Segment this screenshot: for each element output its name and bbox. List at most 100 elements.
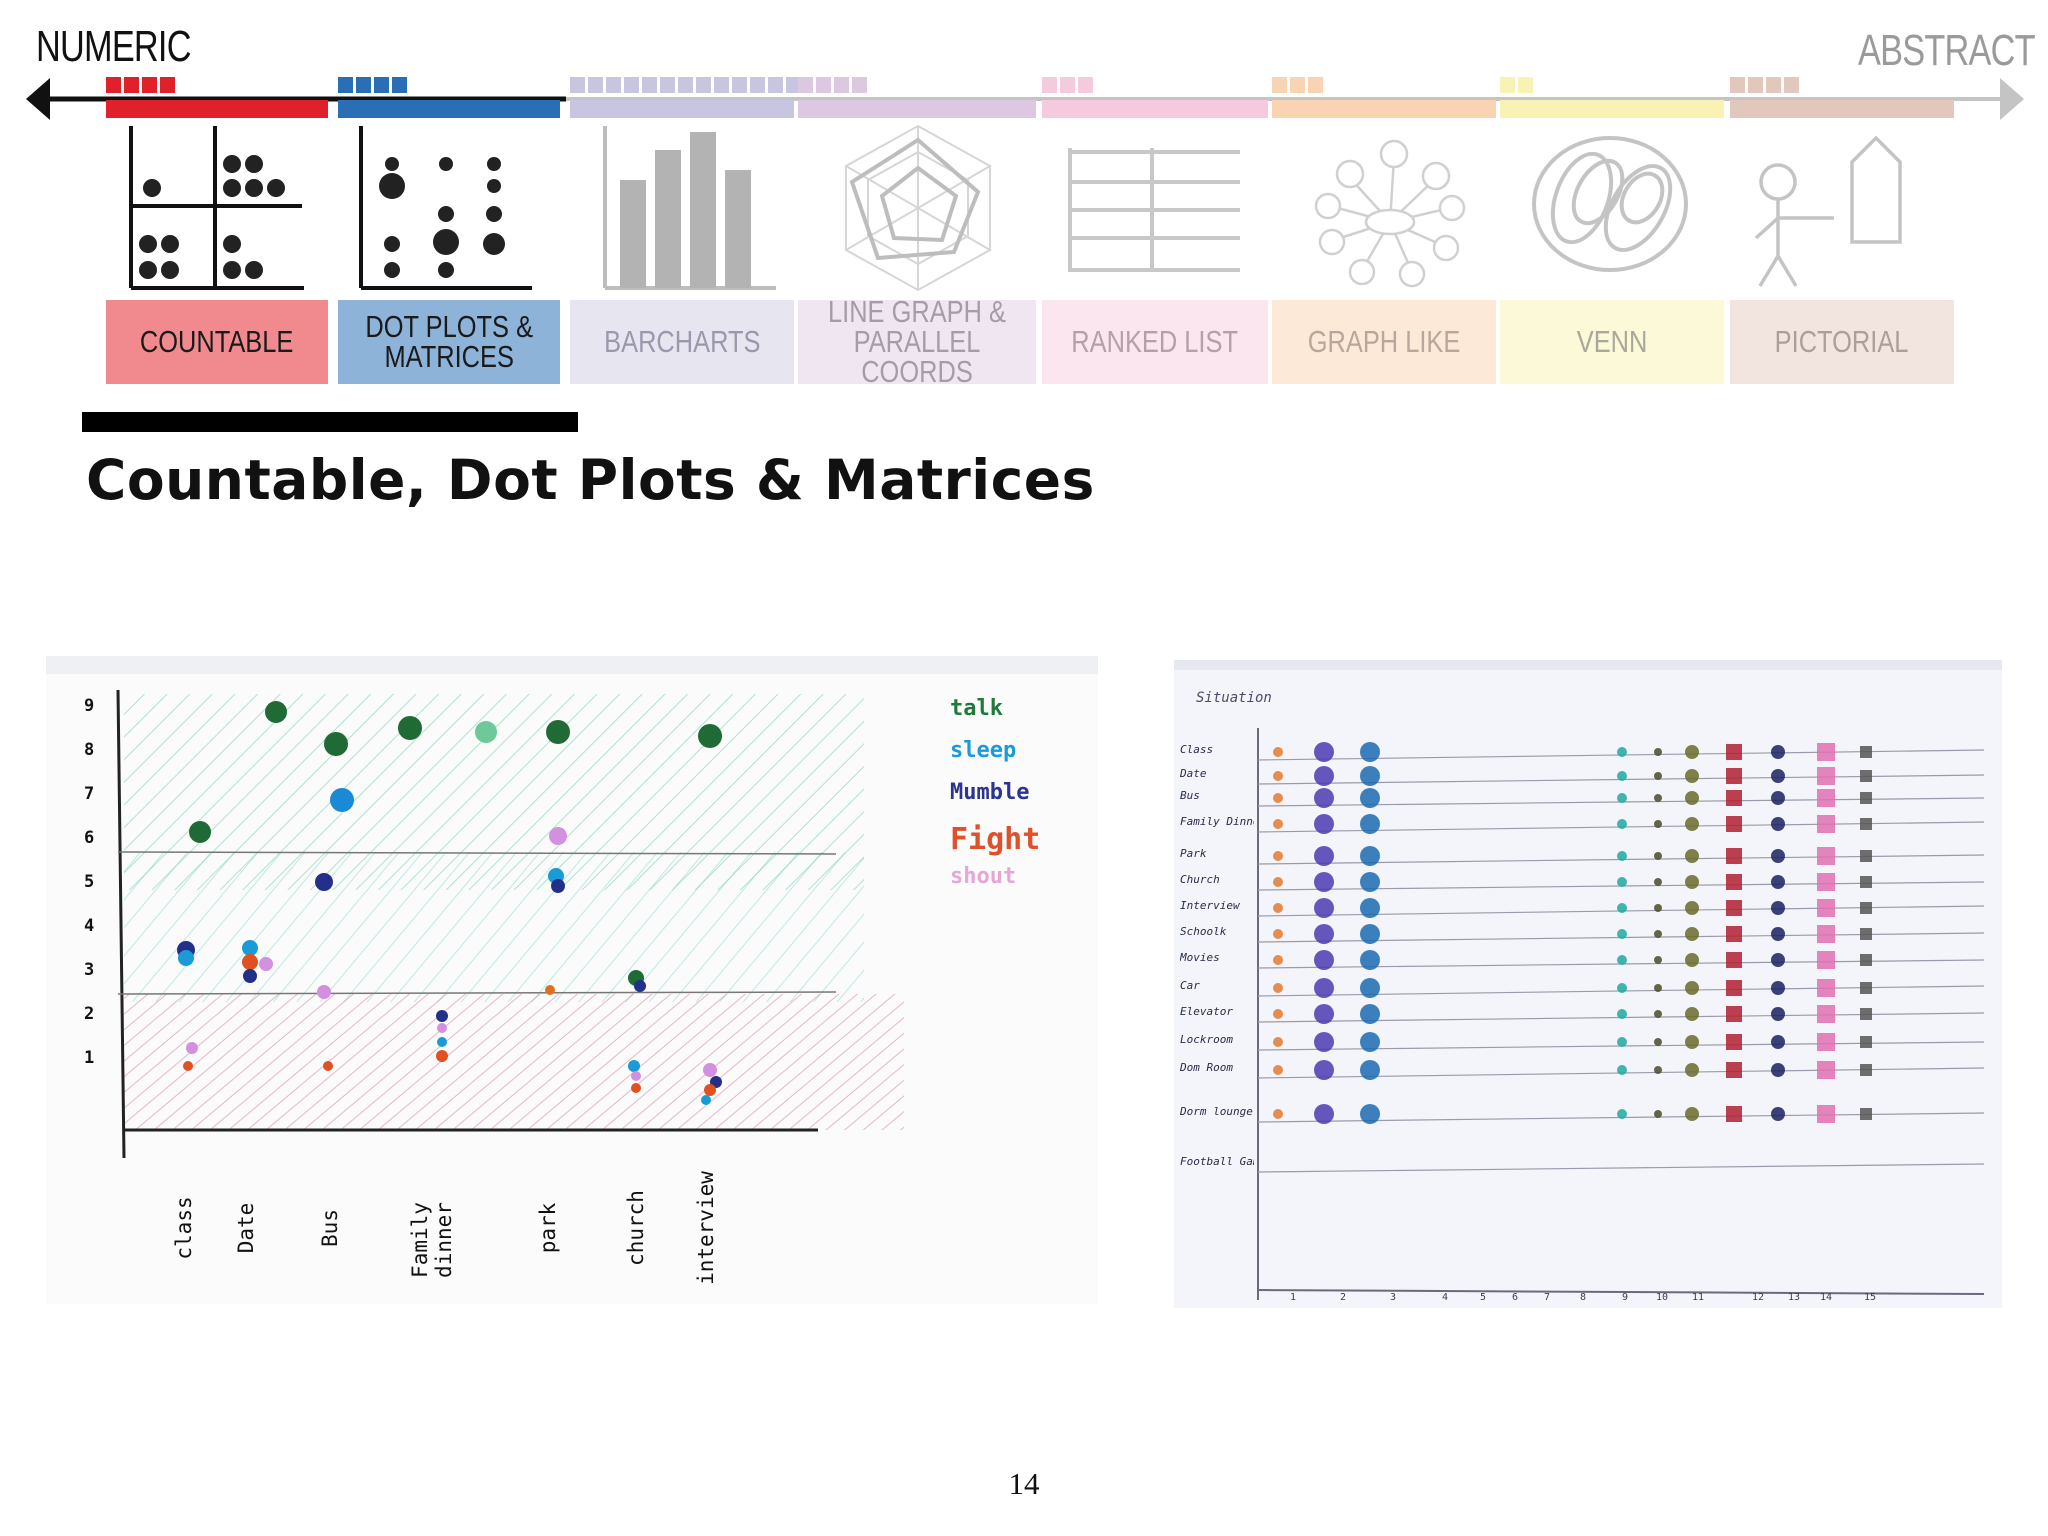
pictorial-person-house-icon: [1754, 135, 1902, 287]
matrix-cell-mark: [1360, 872, 1380, 892]
matrix-cell-mark: [1817, 1105, 1835, 1123]
x-category-label: interview: [694, 1171, 718, 1285]
category-label: BARCHARTS: [603, 324, 761, 359]
matrix-cell-mark: [1314, 846, 1334, 866]
category-count-square: [1500, 77, 1515, 93]
matrix-cell-mark: [1685, 901, 1699, 915]
matrix-cell-mark: [1273, 1037, 1283, 1047]
matrix-cell-mark: [1817, 815, 1835, 833]
matrix-cell-mark: [1617, 851, 1627, 861]
matrix-cell-mark: [1314, 814, 1334, 834]
category-count-square: [852, 77, 867, 93]
matrix-cell-mark: [1654, 1110, 1662, 1118]
legend-item: Mumble: [950, 780, 1030, 805]
matrix-cell-mark: [1314, 1004, 1334, 1024]
matrix-cell-mark: [1314, 924, 1334, 944]
matrix-cell-mark: [1654, 1066, 1662, 1074]
matrix-cell-mark: [1685, 1063, 1699, 1077]
sketch-dot: [398, 716, 422, 740]
matrix-cell-mark: [1860, 954, 1872, 966]
sketch-dot: [551, 879, 565, 893]
matrix-cell-mark: [1360, 788, 1380, 808]
matrix-cell-mark: [1360, 846, 1380, 866]
matrix-cell-mark: [1817, 789, 1835, 807]
matrix-sketch: Situation Class Date Bus Family Dinner Park C…: [1174, 660, 2002, 1308]
matrix-cell-mark: [1726, 980, 1742, 996]
matrix-cell-mark: [1654, 1010, 1662, 1018]
matrix-cell-mark: [1726, 926, 1742, 942]
matrix-cell-mark: [1654, 878, 1662, 886]
matrix-row-line: [1257, 1163, 1985, 1173]
y-tick-label: 1: [84, 1048, 95, 1068]
matrix-cell-mark: [1314, 1060, 1334, 1080]
matrix-cell-mark: [1771, 927, 1785, 941]
matrix-row-label: Interview: [1180, 899, 1240, 912]
matrix-cell-mark: [1314, 742, 1334, 762]
category-count-square: [696, 77, 711, 93]
matrix-cell-mark: [1314, 788, 1334, 808]
matrix-cell-mark: [1617, 1037, 1627, 1047]
matrix-cell-mark: [1654, 956, 1662, 964]
category-count-square: [606, 77, 621, 93]
matrix-cell-mark: [1685, 1007, 1699, 1021]
matrix-cell-mark: [1314, 898, 1334, 918]
matrix-cell-mark: [1273, 1009, 1283, 1019]
sketch-dot: [265, 701, 287, 723]
matrix-cell-mark: [1860, 928, 1872, 940]
matrix-cell-mark: [1360, 950, 1380, 970]
sketch-dot: [323, 1061, 333, 1071]
x-category-label: Date: [234, 1202, 258, 1254]
sketch-dot: [317, 985, 331, 999]
matrix-cell-mark: [1617, 819, 1627, 829]
category-label-box: GRAPH LIKE: [1272, 300, 1496, 384]
sketch-dot: [186, 1042, 198, 1054]
matrix-cell-mark: [1654, 820, 1662, 828]
matrix-cell-mark: [1360, 814, 1380, 834]
category-count-square: [768, 77, 783, 93]
matrix-cell-mark: [1685, 1107, 1699, 1121]
category-bar: [1272, 100, 1496, 118]
sketch-dot: [178, 950, 194, 966]
category-label-box: DOT PLOTS & MATRICES: [338, 300, 560, 384]
category-label: PICTORIAL: [1775, 324, 1909, 359]
page-number: 14: [1008, 1466, 1040, 1501]
category-bar: [1730, 100, 1954, 118]
node-graph-icon: [1314, 139, 1466, 288]
x-category-label: Bus: [318, 1209, 342, 1247]
matrix-cell-mark: [1817, 899, 1835, 917]
matrix-cell-mark: [1726, 1034, 1742, 1050]
matrix-cell-mark: [1771, 875, 1785, 889]
matrix-cell-mark: [1860, 770, 1872, 782]
matrix-cell-mark: [1726, 816, 1742, 832]
ranked-list-icon: [1068, 148, 1240, 272]
numeric-label: NUMERIC: [36, 22, 191, 71]
y-tick-label: 2: [84, 1004, 95, 1024]
matrix-cell-mark: [1685, 953, 1699, 967]
matrix-cell-mark: [1360, 742, 1380, 762]
matrix-cell-mark: [1771, 1063, 1785, 1077]
matrix-cell-mark: [1860, 746, 1872, 758]
category-count-square: [1748, 77, 1763, 93]
bar-chart-icon: [603, 126, 776, 290]
sketch-dot: [698, 724, 722, 748]
category-count-square: [732, 77, 747, 93]
matrix-cell-mark: [1617, 1065, 1627, 1075]
matrix-cell-mark: [1817, 847, 1835, 865]
matrix-cell-mark: [1726, 848, 1742, 864]
matrix-cell-mark: [1685, 1035, 1699, 1049]
matrix-cell-mark: [1617, 771, 1627, 781]
y-tick-label: 4: [84, 916, 95, 936]
matrix-cell-mark: [1273, 747, 1283, 757]
category-count-square: [338, 77, 353, 93]
sketch-dot: [315, 873, 333, 891]
category-count-square: [642, 77, 657, 93]
matrix-row-label: Football Game: [1180, 1155, 1254, 1168]
matrix-cell-mark: [1314, 766, 1334, 786]
matrix-cell-mark: [1771, 1007, 1785, 1021]
sketch-dot: [631, 1083, 641, 1093]
category-count-square: [1078, 77, 1093, 93]
matrix-row-label: Park: [1180, 847, 1207, 860]
matrix-cell-mark: [1817, 1033, 1835, 1051]
sketch-dot: [436, 1050, 448, 1062]
sketch-dot: [631, 1071, 641, 1081]
